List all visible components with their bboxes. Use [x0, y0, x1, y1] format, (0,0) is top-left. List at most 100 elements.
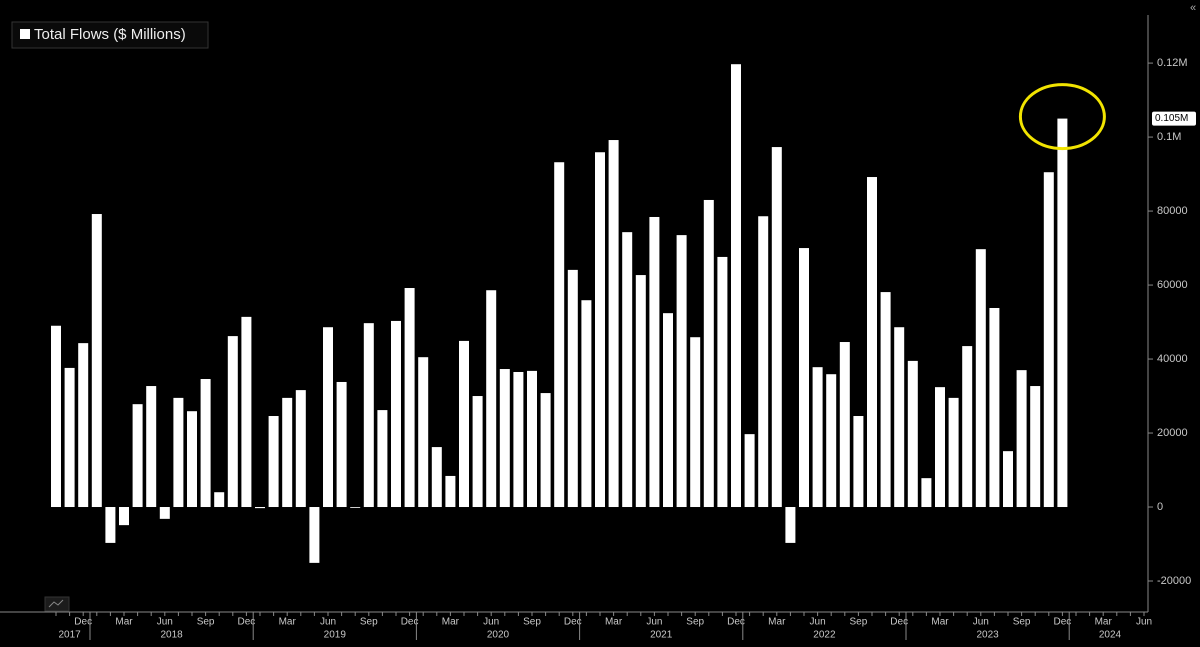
bar — [635, 275, 646, 508]
x-tick-label: Sep — [360, 617, 378, 628]
x-tick-label: Dec — [564, 617, 582, 628]
bar — [309, 507, 320, 563]
bar — [445, 475, 456, 508]
bar — [173, 397, 184, 508]
highlight-circle — [1018, 83, 1106, 151]
bar — [758, 216, 769, 508]
bar — [418, 357, 429, 508]
bar — [894, 327, 905, 508]
y-tick-label: 0.1M — [1157, 131, 1181, 143]
bar — [187, 411, 197, 508]
bar — [363, 323, 374, 508]
bar — [78, 343, 89, 508]
year-label: 2017 — [58, 630, 81, 641]
bar — [200, 379, 211, 508]
bar — [581, 300, 592, 508]
bar — [717, 256, 728, 508]
year-label: 2019 — [324, 630, 347, 641]
x-tick-label: Sep — [523, 617, 541, 628]
bar — [472, 396, 483, 508]
x-tick-label: Dec — [727, 617, 745, 628]
bar — [703, 199, 714, 508]
bar — [622, 232, 633, 508]
bar — [540, 393, 551, 508]
last-value-label: 0.105M — [1155, 113, 1188, 124]
bar — [853, 416, 864, 508]
bar — [554, 162, 565, 508]
bar — [826, 374, 837, 508]
bar — [1003, 451, 1013, 508]
bar — [295, 390, 306, 508]
bar — [608, 140, 619, 508]
year-label: 2023 — [976, 630, 999, 641]
x-tick-label: Dec — [238, 617, 256, 628]
x-tick-label: Mar — [115, 617, 133, 628]
x-tick-label: Jun — [157, 617, 173, 628]
last-value-tag — [1152, 111, 1196, 126]
bar — [527, 370, 537, 508]
x-tick-label: Dec — [890, 617, 908, 628]
bar — [350, 507, 361, 508]
bar — [119, 507, 129, 526]
bar — [935, 387, 945, 508]
x-tick-label: Mar — [279, 617, 297, 628]
x-tick-label: Sep — [1013, 617, 1031, 628]
bar — [64, 367, 75, 508]
x-tick-label: Dec — [1054, 617, 1072, 628]
year-label: 2022 — [813, 630, 836, 641]
bar — [91, 214, 102, 508]
x-tick-label: Sep — [686, 617, 704, 628]
chart-icon[interactable] — [44, 596, 70, 612]
year-label: 2018 — [160, 630, 183, 641]
bar — [744, 434, 755, 508]
year-label: 2021 — [650, 630, 673, 641]
bar — [255, 507, 265, 509]
x-tick-label: Jun — [646, 617, 662, 628]
x-tick-label: Jun — [973, 617, 989, 628]
bar — [159, 507, 170, 519]
bar — [731, 64, 741, 508]
bar — [431, 447, 442, 508]
y-tick-label: 20000 — [1157, 427, 1188, 439]
bar — [839, 342, 850, 508]
bar — [812, 367, 823, 508]
bar — [1057, 118, 1068, 508]
y-tick-label: -20000 — [1157, 575, 1191, 587]
bar — [336, 381, 347, 508]
y-tick-label: 60000 — [1157, 279, 1188, 291]
bar — [268, 416, 279, 508]
bar — [975, 249, 986, 508]
bar — [214, 492, 225, 508]
bar — [146, 386, 157, 508]
bar — [241, 316, 252, 508]
bar — [391, 320, 401, 508]
legend-box — [11, 21, 209, 49]
y-tick-label: 0.12M — [1157, 57, 1188, 69]
bar — [486, 290, 497, 508]
bar — [649, 216, 660, 508]
bar — [867, 177, 877, 508]
bar — [663, 313, 673, 508]
bar — [799, 248, 809, 508]
x-tick-label: Mar — [1095, 617, 1113, 628]
x-tick-label: Dec — [74, 617, 92, 628]
legend-label: Total Flows ($ Millions) — [34, 26, 186, 43]
bar — [377, 410, 388, 508]
bar — [785, 507, 796, 543]
collapse-icon[interactable]: « — [1190, 2, 1196, 14]
year-label: 2024 — [1099, 630, 1122, 641]
bar — [282, 397, 293, 508]
year-label: 2020 — [487, 630, 510, 641]
bar — [595, 152, 605, 508]
bar — [690, 337, 701, 508]
x-tick-label: Jun — [320, 617, 336, 628]
x-tick-label: Mar — [605, 617, 623, 628]
x-tick-label: Jun — [810, 617, 826, 628]
bar — [227, 336, 238, 508]
bar — [1030, 386, 1041, 508]
x-tick-label: Sep — [197, 617, 215, 628]
y-tick-label: 0 — [1157, 501, 1163, 513]
bar — [404, 288, 415, 508]
bar — [567, 269, 578, 508]
